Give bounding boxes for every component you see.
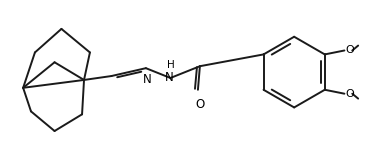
- Text: N: N: [165, 71, 174, 83]
- Text: H: H: [166, 60, 174, 70]
- Text: O: O: [195, 98, 204, 111]
- Text: N: N: [142, 73, 151, 86]
- Text: O: O: [345, 89, 354, 99]
- Text: O: O: [345, 45, 354, 55]
